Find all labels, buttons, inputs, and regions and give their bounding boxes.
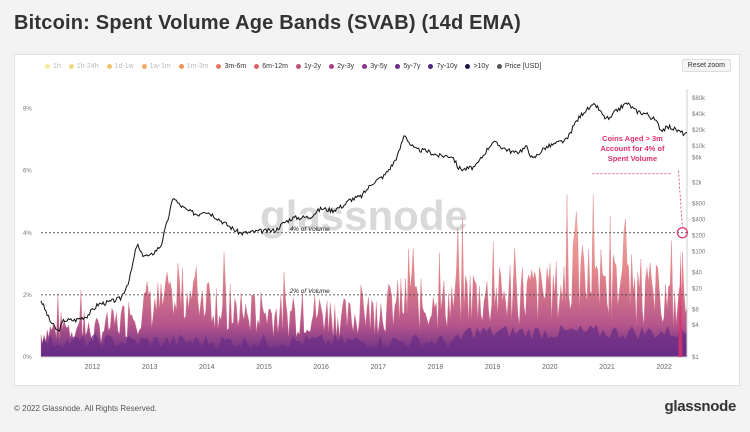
y-right-tick-label: $10k xyxy=(692,144,706,150)
y-left-tick-label: 6% xyxy=(23,169,32,175)
recent-spike xyxy=(678,248,683,357)
legend-label: 3m-6m xyxy=(224,63,247,70)
legend-item[interactable]: 1y-2y xyxy=(295,63,322,70)
x-tick-label: 2022 xyxy=(656,364,672,371)
y-right-tick-label: $100 xyxy=(692,249,706,255)
x-tick-label: 2015 xyxy=(256,364,272,371)
legend-label: 2y-3y xyxy=(337,63,355,70)
legend-label: 3y-5y xyxy=(370,63,388,70)
legend-swatch xyxy=(329,64,335,69)
legend-label: >10y xyxy=(473,63,489,70)
y-left-tick-label: 4% xyxy=(23,231,32,237)
x-tick-label: 2021 xyxy=(599,364,615,371)
y-right-tick-label: $8 xyxy=(692,307,699,313)
y-left-tick-label: 0% xyxy=(23,355,32,361)
x-tick-label: 2017 xyxy=(371,364,387,371)
legend-swatch xyxy=(496,64,502,69)
legend-swatch xyxy=(45,64,50,69)
x-tick-label: 2016 xyxy=(313,364,329,371)
legend-item[interactable]: 3m-6m xyxy=(216,63,246,70)
x-tick-label: 2020 xyxy=(542,364,558,371)
legend-swatch xyxy=(216,64,222,69)
y-right-tick-label: $20 xyxy=(692,286,703,292)
legend-item[interactable]: 3y-5y xyxy=(362,63,387,70)
legend-swatch xyxy=(428,64,434,69)
old-coins-band xyxy=(41,324,687,357)
legend-item[interactable]: >10y xyxy=(465,63,489,70)
x-tick-label: 2014 xyxy=(199,364,215,371)
y-right-tick-label: $40 xyxy=(692,270,703,276)
page-title: Bitcoin: Spent Volume Age Bands (SVAB) (… xyxy=(14,12,522,34)
legend-swatch xyxy=(68,64,74,69)
legend-label: 1h xyxy=(53,63,61,70)
glassnode-logo[interactable]: glassnode xyxy=(664,398,737,415)
y-right-tick-label: $6k xyxy=(692,156,703,162)
legend-swatch xyxy=(254,64,260,69)
legend-swatch xyxy=(295,64,301,69)
y-right-tick-label: $80k xyxy=(692,96,706,102)
legend-swatch xyxy=(395,64,401,69)
legend-label: 1m-3m xyxy=(186,63,209,70)
y-right-tick-label: $200 xyxy=(692,234,706,240)
legend-label: Price [USD] xyxy=(504,63,542,70)
y-right-tick-label: $800 xyxy=(692,202,706,208)
y-right-tick-label: $400 xyxy=(692,218,706,224)
x-tick-label: 2019 xyxy=(485,364,501,371)
legend-item[interactable]: 1d-1w xyxy=(106,63,134,70)
reference-line-label: 2% of Volume xyxy=(289,288,331,295)
annotation-text: Spent Volume xyxy=(608,154,657,163)
legend-swatch xyxy=(106,64,112,69)
watermark: glassnode xyxy=(260,192,468,239)
spent-volume-area xyxy=(40,194,688,358)
y-right-tick-label: $20k xyxy=(692,128,706,134)
legend-item[interactable]: 1w-1m xyxy=(141,63,171,70)
price-line xyxy=(40,102,688,332)
x-tick-label: 2012 xyxy=(85,364,101,371)
y-right-tick-label: $2k xyxy=(692,181,703,187)
reset-zoom-button[interactable]: Reset zoom xyxy=(681,59,731,72)
legend-label: 1h-24h xyxy=(76,63,99,70)
legend-label: 5y-7y xyxy=(403,63,421,70)
legend-label: 1d-1w xyxy=(114,63,134,70)
annotation-text: Account for 4% of xyxy=(600,144,665,153)
legend-item[interactable]: 1h xyxy=(45,63,61,70)
legend-swatch xyxy=(465,64,471,69)
legend-item[interactable]: 5y-7y xyxy=(395,63,420,70)
legend-item[interactable]: 7y-10y xyxy=(428,63,457,70)
legend-swatch xyxy=(141,64,147,69)
annotation-leader xyxy=(678,170,683,228)
x-tick-label: 2018 xyxy=(428,364,444,371)
legend-label: 7y-10y xyxy=(436,63,458,70)
y-right-tick-label: $4 xyxy=(692,323,699,329)
legend-item[interactable]: 6m-12m xyxy=(254,63,288,70)
annotation-text: Coins Aged > 3m xyxy=(602,134,663,143)
chart-panel: 1h 1h-24h 1d-1w 1w-1m 1m-3m 3m-6m 6m-12m 1y-2y 2… xyxy=(14,54,740,386)
copyright-text: © 2022 Glassnode. All Rights Reserved. xyxy=(14,404,157,413)
chart-svg[interactable]: glassnode 0% 2% 4% 6% 8% $1 $4 $8 $20 $40 $100 $200 $… xyxy=(15,55,739,385)
legend-label: 1y-2y xyxy=(303,63,322,70)
reference-line-label: 4% of Volume xyxy=(290,226,331,233)
legend-label: 6m-12m xyxy=(262,63,288,70)
legend-swatch xyxy=(362,64,368,69)
legend-item[interactable]: Price [USD] xyxy=(496,63,542,70)
legend-item[interactable]: 1h-24h xyxy=(68,63,99,70)
y-right-tick-label: $1 xyxy=(692,355,699,361)
x-tick-label: 2013 xyxy=(142,364,158,371)
y-right-tick-label: $40k xyxy=(692,112,706,118)
y-left-tick-label: 8% xyxy=(23,107,32,113)
legend-swatch xyxy=(178,64,184,69)
legend-item[interactable]: 1m-3m xyxy=(178,63,209,70)
y-left-tick-label: 2% xyxy=(23,293,32,299)
legend-label: 1w-1m xyxy=(149,63,171,70)
legend-item[interactable]: 2y-3y xyxy=(329,63,354,70)
chart-legend: 1h 1h-24h 1d-1w 1w-1m 1m-3m 3m-6m 6m-12m 1y-2y 2… xyxy=(45,63,541,70)
